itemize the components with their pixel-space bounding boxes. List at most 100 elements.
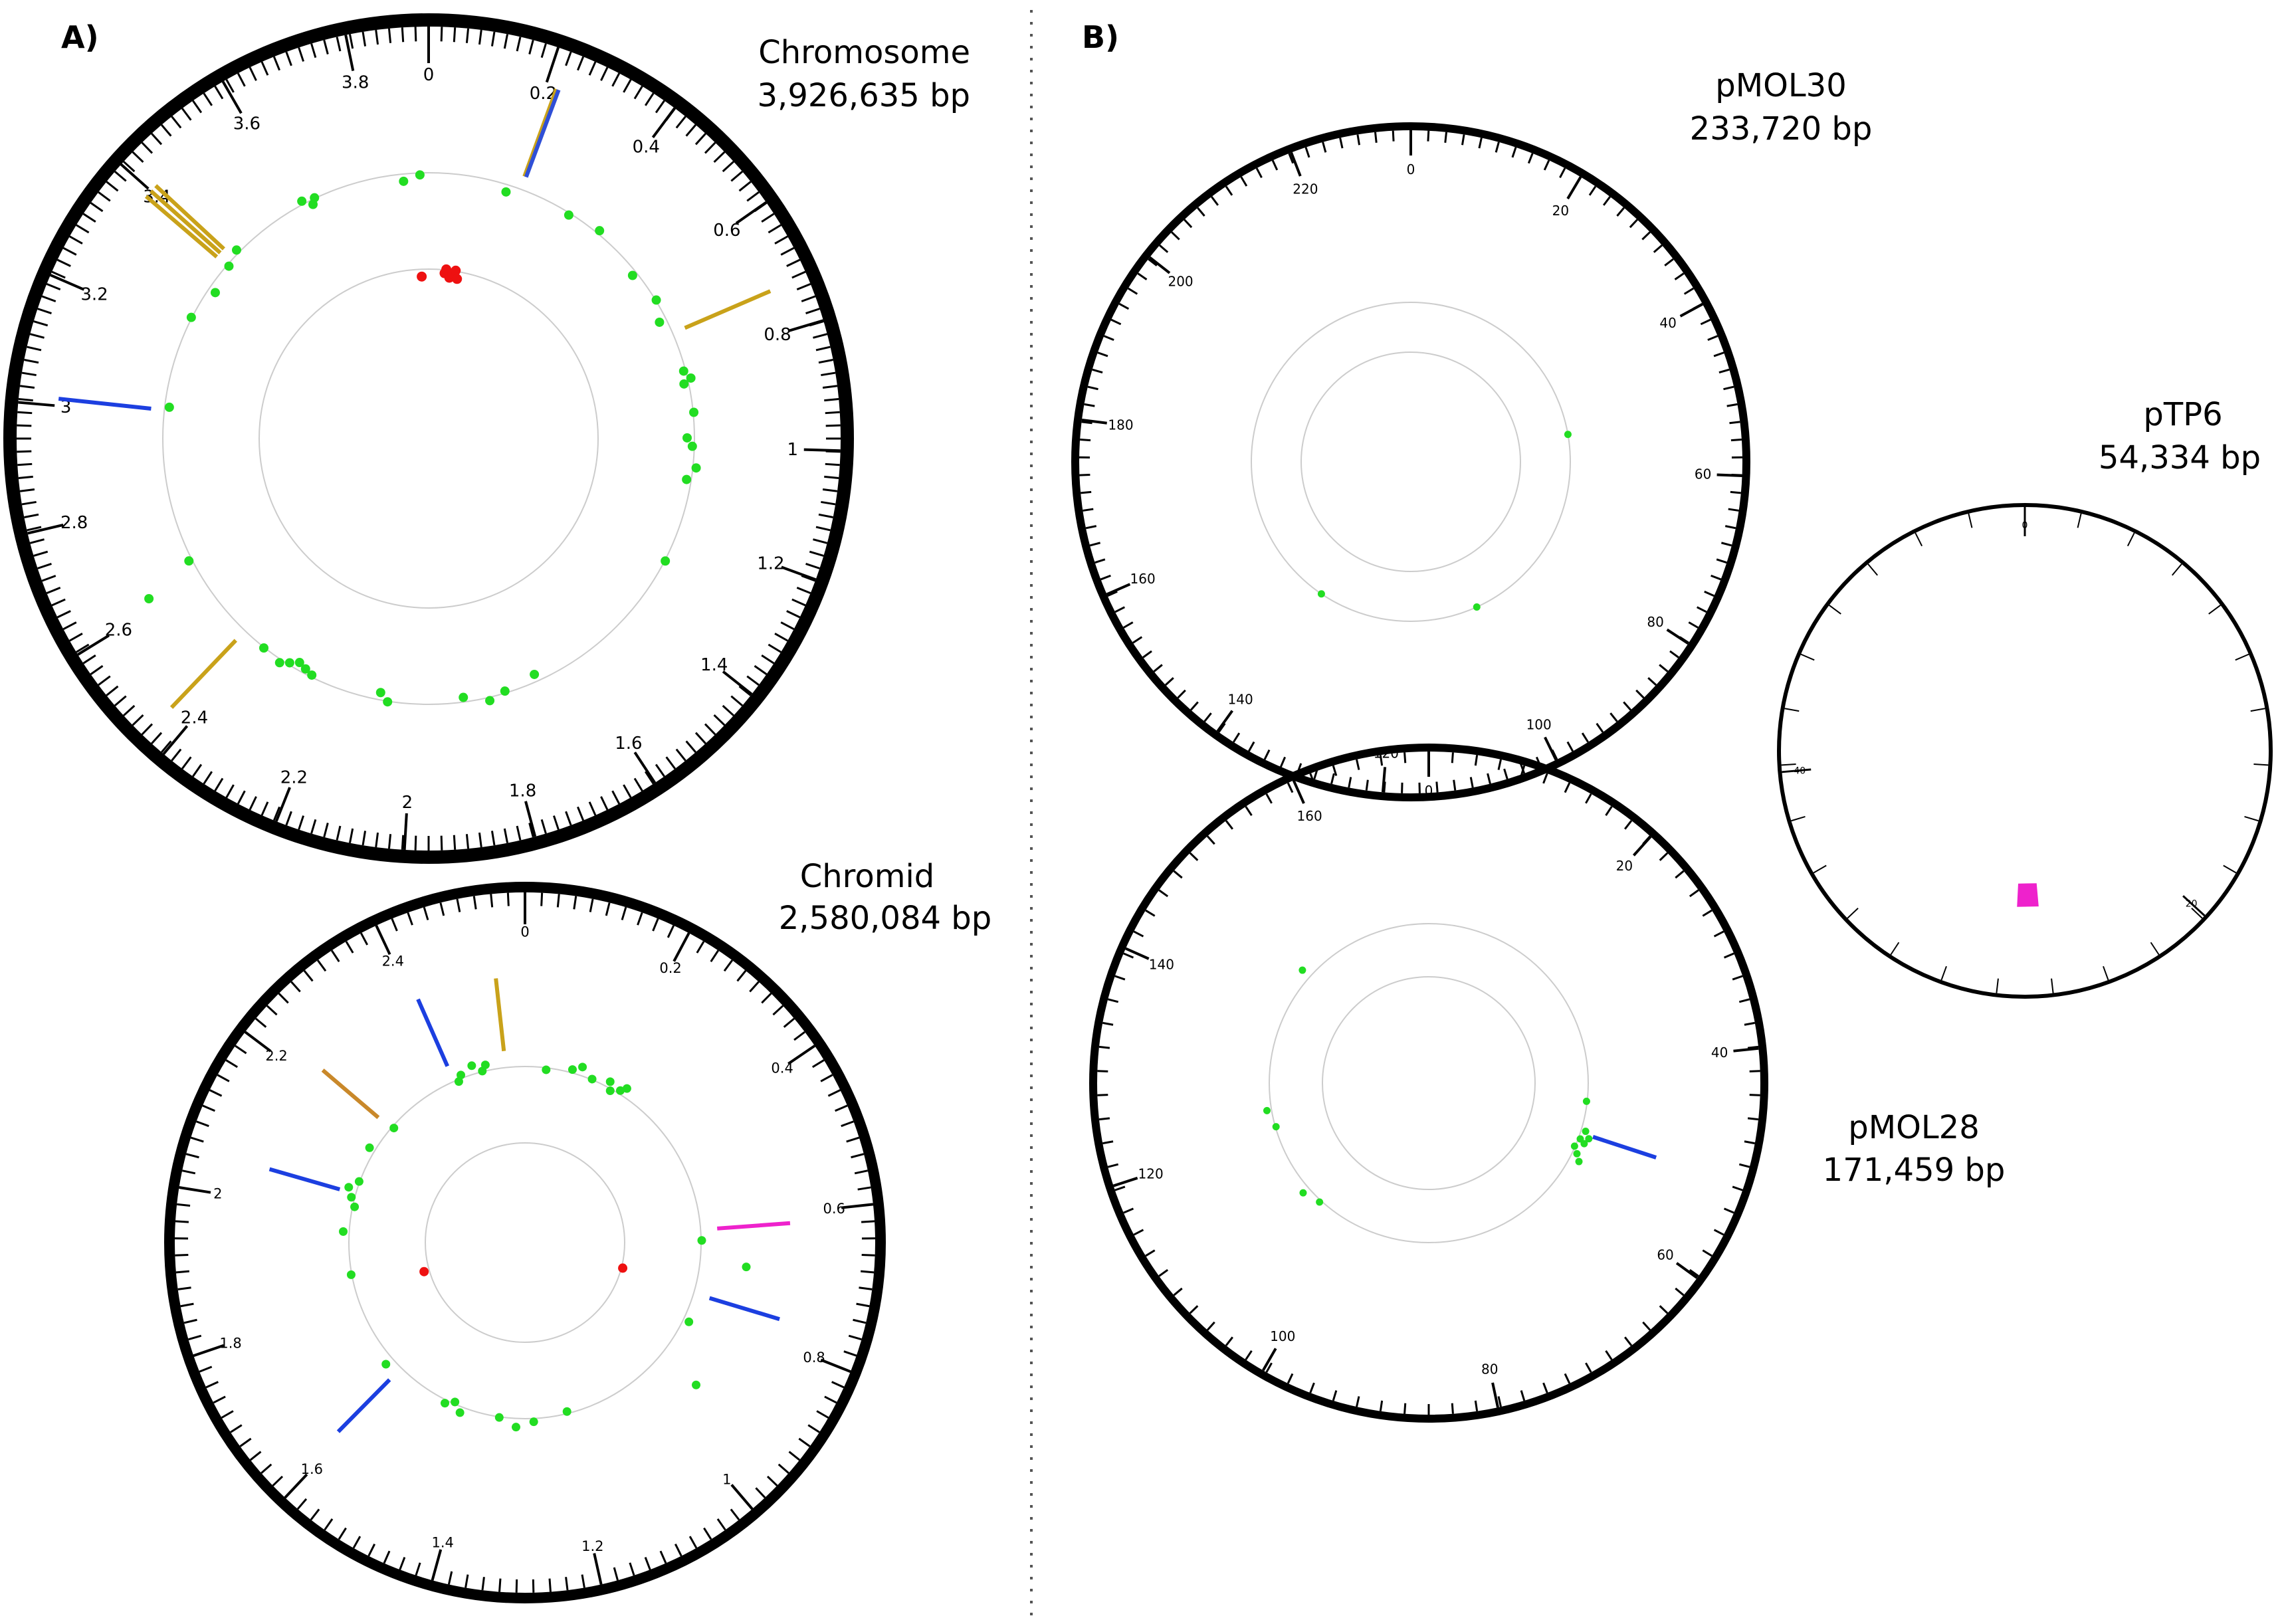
minor-tick <box>57 260 70 266</box>
tick-label: 40 <box>1711 1045 1728 1061</box>
minor-tick <box>1782 764 1796 765</box>
minor-tick <box>781 623 794 629</box>
minor-tick <box>686 125 696 136</box>
minor-tick <box>467 834 468 849</box>
tick-label: 60 <box>1657 1247 1673 1263</box>
minor-tick <box>1685 288 1694 294</box>
minor-tick <box>1115 607 1124 612</box>
major-tick <box>674 933 688 961</box>
minor-tick <box>723 706 734 716</box>
green-dot <box>297 197 306 206</box>
minor-tick <box>645 1558 650 1570</box>
minor-tick <box>206 1382 218 1387</box>
minor-tick <box>775 237 787 244</box>
tick-label: 20 <box>1616 858 1633 874</box>
feature-line <box>338 1379 389 1431</box>
green-dot <box>310 193 319 203</box>
minor-tick <box>1590 187 1596 195</box>
minor-tick <box>267 1006 277 1015</box>
minor-tick <box>781 248 794 254</box>
green-dot <box>355 1177 363 1186</box>
minor-tick <box>98 676 110 685</box>
tick-label: 2.2 <box>280 767 308 787</box>
minor-tick <box>454 27 455 42</box>
minor-tick <box>635 86 642 99</box>
minor-tick <box>1689 623 1698 628</box>
minor-tick <box>1728 509 1739 510</box>
minor-tick <box>638 912 643 925</box>
minor-tick <box>656 764 665 776</box>
minor-tick <box>19 476 33 478</box>
minor-tick <box>792 272 805 278</box>
ptp6-plot: 02040 <box>1779 505 2271 997</box>
minor-tick <box>479 833 481 847</box>
minor-tick <box>133 715 144 725</box>
feature-line <box>710 1298 779 1320</box>
minor-tick <box>613 73 619 86</box>
minor-tick <box>504 829 507 843</box>
minor-tick <box>566 811 571 825</box>
major-tick <box>433 1550 441 1580</box>
green-dot <box>1298 967 1306 974</box>
minor-tick <box>622 907 626 920</box>
green-dot <box>485 696 494 705</box>
tick-label: 2.6 <box>105 620 132 640</box>
minor-tick <box>262 62 268 75</box>
track-circle-inner <box>1301 352 1520 571</box>
minor-tick <box>1708 336 1718 340</box>
minor-tick <box>312 819 316 833</box>
minor-tick <box>731 1509 739 1520</box>
green-dot <box>399 177 408 186</box>
minor-tick <box>415 27 416 41</box>
minor-tick <box>1528 153 1532 163</box>
minor-tick <box>1428 131 1429 142</box>
minor-tick <box>182 108 191 120</box>
track-circle-inner <box>425 1143 625 1342</box>
minor-tick <box>20 386 35 388</box>
minor-tick <box>1090 543 1100 546</box>
minor-tick <box>819 359 833 362</box>
minor-tick <box>768 1476 777 1486</box>
minor-tick <box>1134 1230 1143 1235</box>
minor-tick <box>1226 187 1232 195</box>
green-dot <box>459 693 468 702</box>
minor-tick <box>17 412 32 413</box>
minor-tick <box>1207 1322 1215 1330</box>
minor-tick <box>857 1304 870 1306</box>
minor-tick <box>238 73 245 86</box>
green-dot <box>542 1065 550 1074</box>
minor-tick <box>756 1488 765 1498</box>
minor-tick <box>369 1544 375 1556</box>
minor-tick <box>1146 910 1155 916</box>
minor-tick <box>1226 1337 1233 1346</box>
green-dot <box>588 1074 597 1083</box>
tick-label: 20 <box>2186 899 2198 910</box>
pmol28-map: pMOL28 171,459 bp 020406080100120140160 <box>1093 748 2005 1419</box>
green-dot <box>655 318 664 327</box>
minor-tick <box>801 296 815 302</box>
tick-label: 0.4 <box>771 1060 793 1076</box>
minor-tick <box>400 1558 405 1570</box>
major-tick <box>1291 153 1300 176</box>
minor-tick <box>1729 422 1740 423</box>
minor-tick <box>1138 274 1146 280</box>
green-dot <box>500 686 510 696</box>
green-dot <box>512 1423 520 1431</box>
green-dot <box>1564 431 1572 438</box>
major-tick <box>179 1187 211 1193</box>
minor-tick <box>1739 1164 1749 1167</box>
minor-tick <box>661 1551 666 1563</box>
minor-tick <box>676 750 686 761</box>
chromid-plot: 00.20.40.60.811.21.41.61.822.22.4 <box>169 887 881 1598</box>
minor-tick <box>723 161 734 171</box>
minor-tick <box>1197 208 1204 216</box>
minor-tick <box>825 1397 837 1403</box>
green-dot <box>259 643 268 653</box>
minor-tick <box>1102 1142 1113 1144</box>
minor-tick <box>816 527 830 530</box>
green-dot <box>628 271 637 280</box>
minor-tick <box>337 826 340 840</box>
major-tick <box>223 82 241 114</box>
tick-label: 60 <box>1695 466 1711 482</box>
minor-tick <box>1724 1209 1734 1213</box>
